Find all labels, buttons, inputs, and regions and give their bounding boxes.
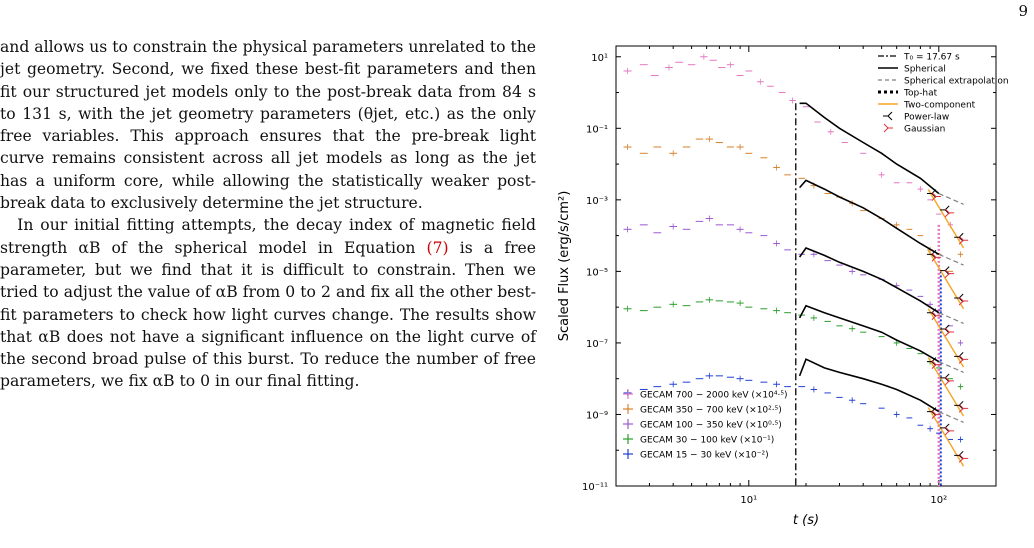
- power-law-marker-3: [940, 373, 950, 383]
- legend-label: Spherical: [904, 65, 946, 75]
- spherical-extrapolation-0: [938, 192, 964, 205]
- y-tick-label: 10⁻⁹: [586, 410, 608, 421]
- paragraph-2: In our initial fitting attempts, the dec…: [0, 214, 536, 392]
- legend-label: Power-law: [904, 113, 949, 123]
- gaussian-marker-1: [931, 252, 941, 262]
- page-number: 9: [1018, 2, 1028, 20]
- paragraph-2-end: is a free parameter, but we find that it…: [0, 238, 537, 391]
- legend-label: T₀ = 17.67 s: [903, 53, 960, 63]
- y-tick-label: 10⁻¹¹: [582, 482, 608, 493]
- power-law-marker-3: [954, 400, 964, 410]
- y-axis-label: Scaled Flux (erg/s/cm²): [557, 191, 572, 342]
- power-law-marker-3: [926, 357, 937, 366]
- paragraph-2-start: In our initial fitting attempts, the dec…: [0, 216, 536, 257]
- series-legend-label: GECAM 30 − 100 keV (×10⁻¹): [640, 436, 774, 446]
- y-tick-label: 10⁻⁷: [586, 339, 608, 350]
- equation-reference-link[interactable]: (7): [426, 238, 449, 257]
- gaussian-marker-4: [931, 410, 941, 419]
- gaussian-marker-1: [944, 269, 955, 278]
- gaussian-marker-3: [958, 403, 969, 413]
- power-law-marker-0: [940, 205, 950, 215]
- spherical-model-3: [798, 304, 940, 363]
- power-law-marker-2: [954, 352, 964, 361]
- spherical-extrapolation-2: [938, 312, 964, 325]
- gaussian-marker-3: [931, 360, 941, 369]
- figure-light-curves: 10⁻¹¹ 10⁻⁹ 10⁻⁷ 10⁻⁵ 10⁻³ 10⁻¹ 10¹ 10¹ 10² t (s) S…: [548, 34, 1034, 548]
- series-legend-label: GECAM 15 − 30 keV (×10⁻²): [640, 451, 769, 461]
- spherical-extrapolation-4: [938, 411, 964, 423]
- spherical-model-1: [799, 179, 940, 255]
- gaussian-marker-2: [944, 327, 955, 337]
- spherical-model-2: [798, 247, 940, 314]
- y-tick-label: 10⁻⁵: [586, 267, 608, 278]
- body-text-column: and allows us to constrain the physical …: [0, 36, 536, 393]
- x-tick-label: 10²: [930, 495, 947, 506]
- gaussian-marker-4: [958, 453, 969, 463]
- spherical-extrapolation-1: [938, 253, 964, 266]
- power-law-marker-4: [940, 423, 950, 433]
- gaussian-marker-1: [958, 296, 969, 306]
- x-tick-label: 10¹: [740, 495, 757, 506]
- y-tick-label: 10¹: [591, 53, 608, 64]
- light-curve-chart: 10⁻¹¹ 10⁻⁹ 10⁻⁷ 10⁻⁵ 10⁻³ 10⁻¹ 10¹ 10¹ 10² t (s) S…: [557, 45, 1009, 528]
- two-component-1: [927, 249, 965, 310]
- legend-swatch-power-law: [883, 111, 893, 121]
- power-law-marker-2: [940, 324, 950, 334]
- power-law-marker-2: [926, 308, 937, 318]
- power-law-marker-4: [926, 407, 937, 416]
- legend-swatch-gaussian: [883, 123, 893, 133]
- paragraph-1: and allows us to constrain the physical …: [0, 38, 536, 213]
- power-law-marker-1: [954, 293, 964, 303]
- y-tick-label: 10⁻³: [586, 196, 608, 207]
- series-legend-label: GECAM 350 − 700 keV (×10²·⁵): [640, 406, 782, 416]
- gaussian-marker-2: [958, 355, 969, 364]
- gaussian-marker-0: [958, 235, 969, 245]
- gaussian-marker-4: [944, 426, 955, 436]
- series-legend-label: GECAM 100 − 350 keV (×10⁰·⁵): [640, 421, 782, 431]
- spherical-model-0: [799, 102, 940, 195]
- x-axis-label: t (s): [793, 513, 819, 528]
- legend-label: Spherical extrapolation: [904, 77, 1009, 87]
- spherical-extrapolation-3: [938, 361, 964, 373]
- gaussian-marker-3: [944, 376, 955, 386]
- two-component-4: [927, 407, 965, 467]
- gaussian-marker-0: [944, 208, 955, 218]
- power-law-marker-0: [954, 232, 964, 242]
- gaussian-marker-2: [931, 311, 941, 321]
- two-component-3: [927, 357, 965, 417]
- two-component-2: [927, 308, 965, 368]
- spherical-model-4: [798, 358, 940, 413]
- legend-label: Top-hat: [903, 89, 938, 99]
- gaussian-marker-0: [931, 192, 941, 201]
- y-tick-label: 10⁻¹: [586, 124, 608, 135]
- two-component-0: [927, 189, 965, 249]
- legend-label: Gaussian: [904, 125, 945, 135]
- legend-label: Two-component: [903, 101, 976, 111]
- power-law-marker-0: [926, 189, 937, 198]
- power-law-marker-1: [940, 266, 950, 275]
- power-law-marker-4: [954, 450, 964, 460]
- series-legend-label: GECAM 700 − 2000 keV (×10⁴·⁵): [640, 391, 787, 401]
- power-law-marker-1: [926, 249, 937, 259]
